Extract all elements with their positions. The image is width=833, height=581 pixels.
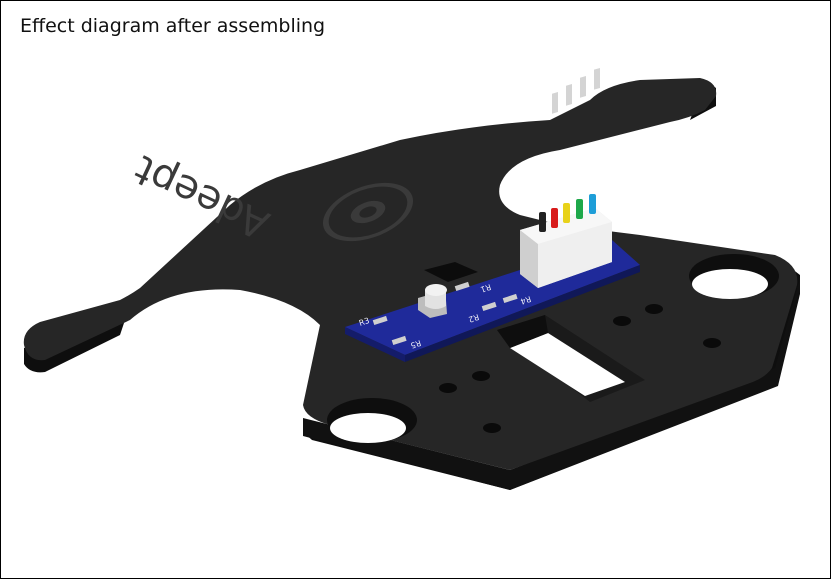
label-r5: R5: [409, 338, 422, 350]
screw-holes: [439, 304, 721, 433]
plate-square-hole: [424, 262, 478, 282]
large-hole-right: [689, 254, 779, 299]
label-r3: R3: [358, 316, 371, 328]
large-hole-left: [327, 398, 417, 443]
pcb-component: [418, 284, 447, 318]
label-r2: R2: [467, 312, 480, 324]
resistor-labels: R3 R1 R2 R4 R5: [358, 282, 532, 350]
label-r4: R4: [519, 294, 532, 306]
figure-caption: Effect diagram after assembling: [20, 15, 326, 37]
wire-5: [589, 194, 596, 214]
wire-2: [551, 208, 558, 228]
resistors: [372, 281, 518, 346]
wire-3: [563, 203, 570, 223]
wire-4: [576, 199, 583, 219]
rectangular-cutout: [497, 315, 645, 402]
connector-wires: [539, 194, 596, 232]
label-r1: R1: [479, 282, 492, 294]
wire-1: [539, 212, 546, 232]
brand-logo: [322, 182, 414, 242]
